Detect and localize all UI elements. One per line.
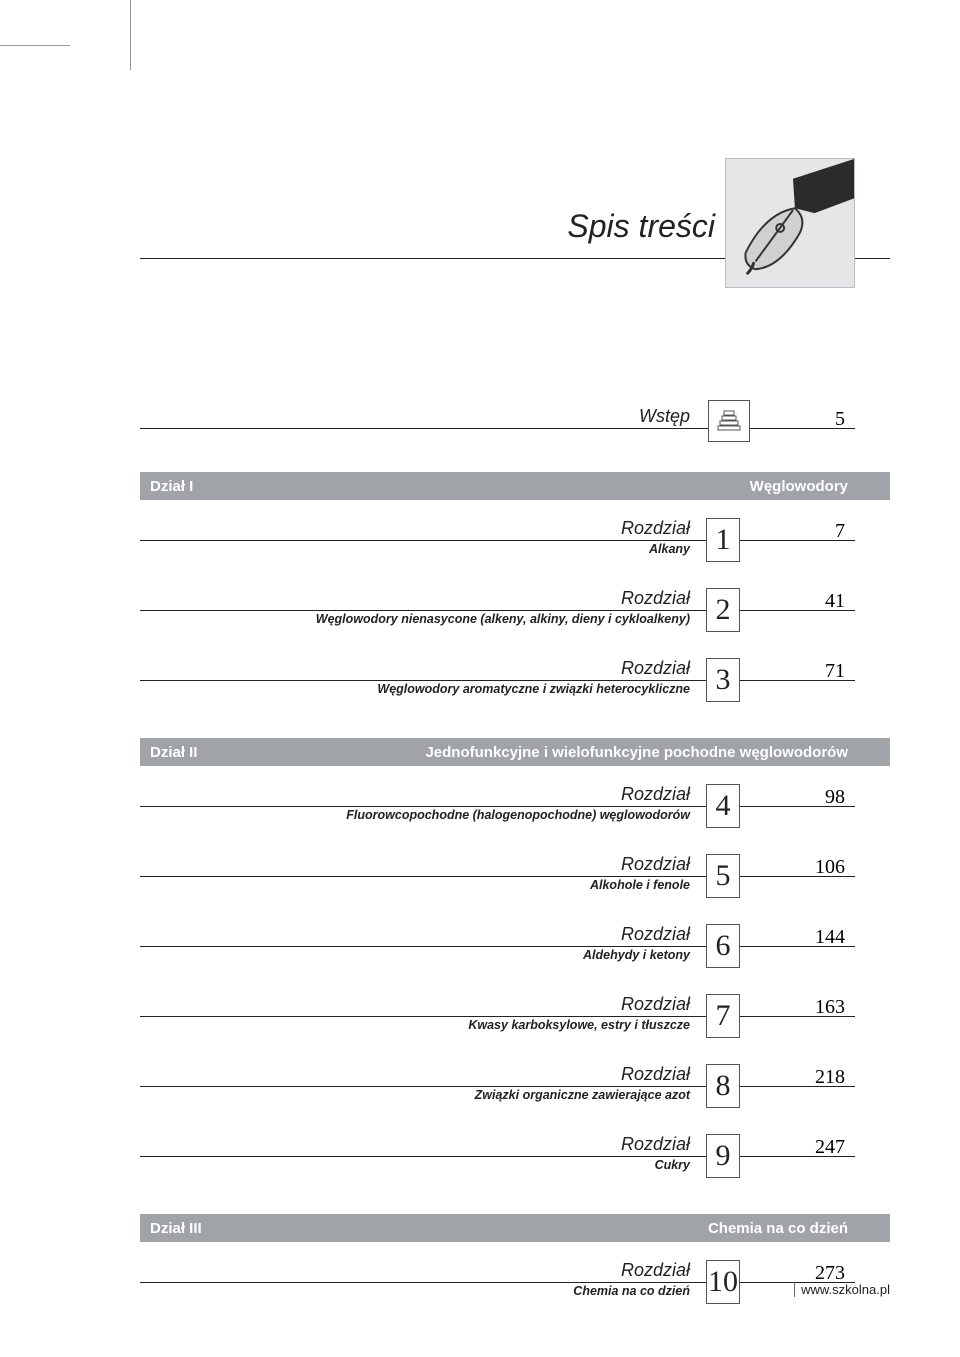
section-left: Dział I: [150, 478, 193, 495]
chapter-page: 71: [825, 660, 845, 683]
chapter-6: Rozdział Aldehydy i ketony 6 144: [140, 924, 890, 976]
section-bar-2: Dział II Jednofunkcyjne i wielofunkcyjne…: [140, 738, 890, 766]
chapter-subtitle: Aldehydy i ketony: [583, 948, 690, 962]
chapter-subtitle: Węglowodory aromatyczne i związki hetero…: [377, 682, 690, 696]
chapter-label: Rozdział: [621, 1260, 690, 1281]
chapter-label: Rozdział: [621, 518, 690, 539]
chapter-subtitle: Cukry: [655, 1158, 690, 1172]
chapter-number: 10: [706, 1260, 740, 1304]
chapter-1: Rozdział Alkany 1 7: [140, 518, 890, 570]
chapter-subtitle: Alkohole i fenole: [590, 878, 690, 892]
chapter-rule: [140, 1282, 855, 1283]
chapter-2: Rozdział Węglowodory nienasycone (alkeny…: [140, 588, 890, 640]
chapter-label: Rozdział: [621, 924, 690, 945]
page-content: Spis treści Wstęp 5 Dział I: [140, 48, 890, 1312]
chapter-label: Rozdział: [621, 1064, 690, 1085]
section-bar-1: Dział I Węglowodory: [140, 472, 890, 500]
chapter-number: 6: [706, 924, 740, 968]
section-left: Dział III: [150, 1220, 202, 1237]
section-right: Chemia na co dzień: [708, 1220, 848, 1237]
section-bar-3: Dział III Chemia na co dzień: [140, 1214, 890, 1242]
chapter-number: 4: [706, 784, 740, 828]
intro-label: Wstęp: [639, 406, 690, 427]
chapter-page: 98: [825, 786, 845, 809]
chapter-rule: [140, 876, 855, 877]
chapter-subtitle: Alkany: [649, 542, 690, 556]
chapter-label: Rozdział: [621, 658, 690, 679]
header: Spis treści: [140, 158, 890, 358]
chapter-subtitle: Chemia na co dzień: [573, 1284, 690, 1298]
chapter-page: 218: [815, 1066, 845, 1089]
chapter-10: Rozdział Chemia na co dzień 10 273: [140, 1260, 890, 1312]
intro-page: 5: [835, 408, 845, 431]
intro-row: Wstęp 5: [140, 398, 890, 444]
chapter-page: 7: [835, 520, 845, 543]
section-left: Dział II: [150, 744, 198, 761]
chapter-rule: [140, 1156, 855, 1157]
chapter-label: Rozdział: [621, 588, 690, 609]
chapter-rule: [140, 610, 855, 611]
chapter-8: Rozdział Związki organiczne zawierające …: [140, 1064, 890, 1116]
chapter-number: 3: [706, 658, 740, 702]
chapter-rule: [140, 1086, 855, 1087]
chapter-page: 106: [815, 856, 845, 879]
chapter-subtitle: Węglowodory nienasycone (alkeny, alkiny,…: [316, 612, 690, 626]
pen-nib-icon: [725, 158, 855, 288]
footer-url: www.szkolna.pl: [794, 1282, 890, 1297]
chapter-3: Rozdział Węglowodory aromatyczne i związ…: [140, 658, 890, 710]
crop-mark-h: [0, 45, 70, 46]
chapter-subtitle: Kwasy karboksylowe, estry i tłuszcze: [468, 1018, 690, 1032]
books-icon: [708, 400, 750, 442]
chapter-number: 8: [706, 1064, 740, 1108]
chapter-label: Rozdział: [621, 994, 690, 1015]
chapter-label: Rozdział: [621, 784, 690, 805]
chapter-label: Rozdział: [621, 854, 690, 875]
chapter-4: Rozdział Fluorowcopochodne (halogenopoch…: [140, 784, 890, 836]
chapter-rule: [140, 806, 855, 807]
chapter-page: 144: [815, 926, 845, 949]
chapter-9: Rozdział Cukry 9 247: [140, 1134, 890, 1186]
chapter-number: 2: [706, 588, 740, 632]
chapter-rule: [140, 946, 855, 947]
chapter-page: 247: [815, 1136, 845, 1159]
chapter-page: 163: [815, 996, 845, 1019]
chapter-subtitle: Związki organiczne zawierające azot: [475, 1088, 690, 1102]
chapter-subtitle: Fluorowcopochodne (halogenopochodne) węg…: [346, 808, 690, 822]
chapter-label: Rozdział: [621, 1134, 690, 1155]
section-right: Jednofunkcyjne i wielofunkcyjne pochodne…: [425, 744, 848, 761]
chapter-rule: [140, 680, 855, 681]
chapter-rule: [140, 1016, 855, 1017]
chapter-number: 1: [706, 518, 740, 562]
chapter-number: 7: [706, 994, 740, 1038]
crop-mark-v: [130, 0, 131, 70]
chapter-number: 9: [706, 1134, 740, 1178]
chapter-rule: [140, 540, 855, 541]
chapter-number: 5: [706, 854, 740, 898]
chapter-page: 41: [825, 590, 845, 613]
section-right: Węglowodory: [750, 478, 848, 495]
chapter-5: Rozdział Alkohole i fenole 5 106: [140, 854, 890, 906]
chapter-7: Rozdział Kwasy karboksylowe, estry i tłu…: [140, 994, 890, 1046]
